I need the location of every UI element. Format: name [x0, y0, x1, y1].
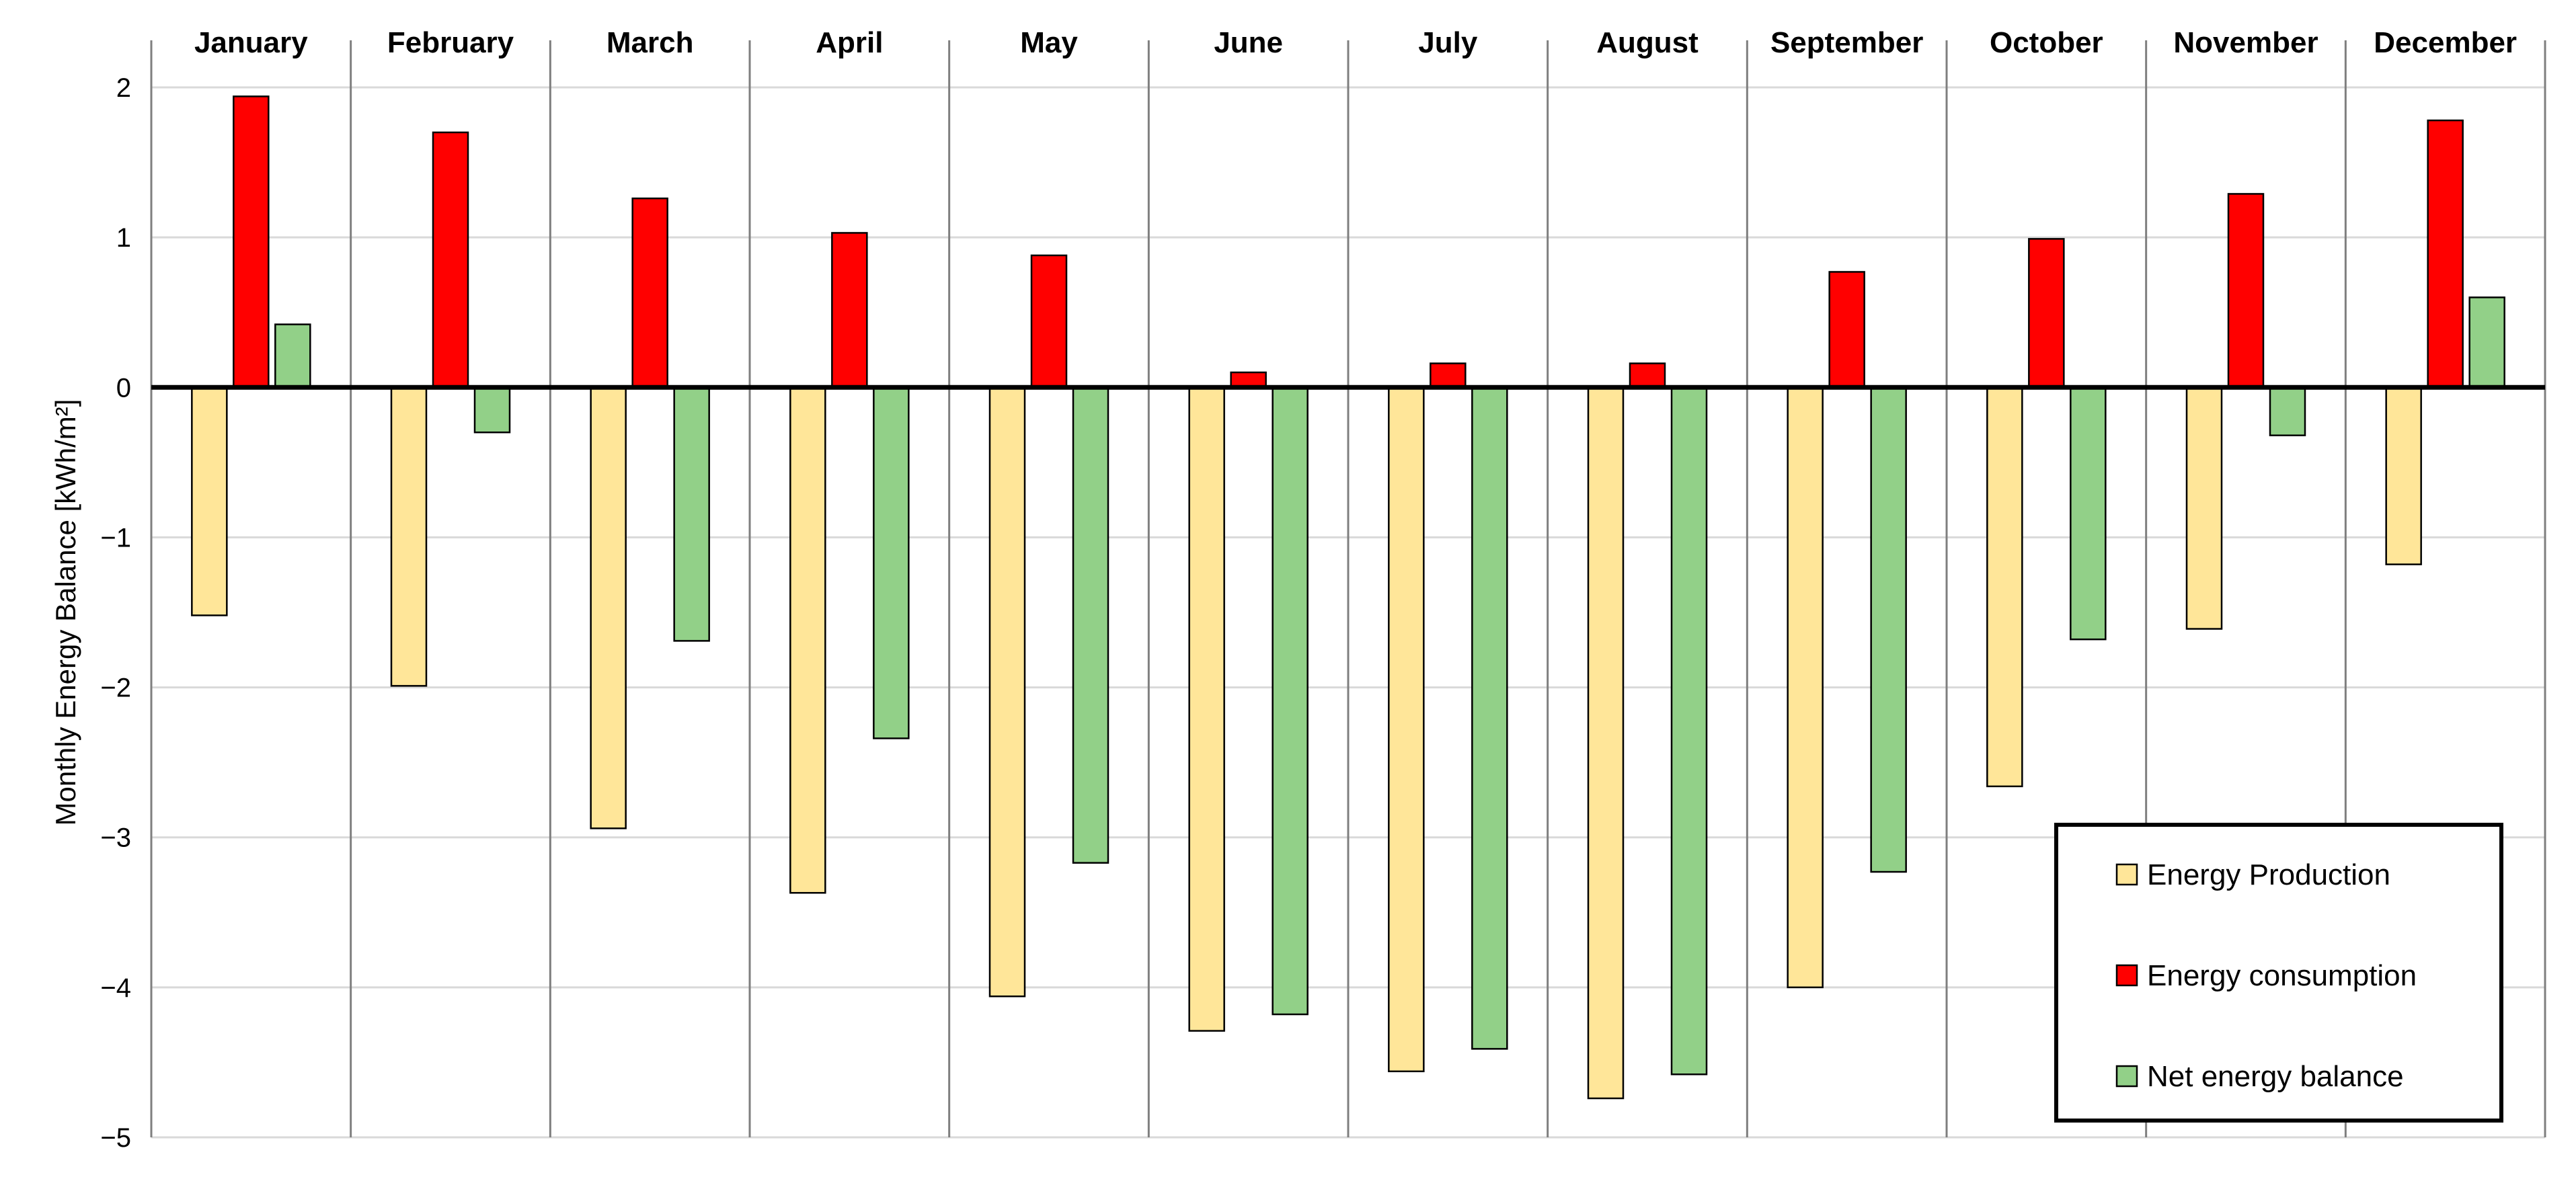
bar-energy-consumption-october: [2028, 238, 2065, 389]
y-tick-label-3: −1: [100, 523, 131, 553]
bar-energy-consumption-march: [631, 197, 668, 389]
month-label-april: April: [816, 26, 883, 59]
bar-energy-consumption-may: [1030, 254, 1068, 389]
bar-net-energy-balance-october: [2070, 387, 2107, 641]
month-label-september: September: [1770, 26, 1923, 59]
bar-energy-production-june: [1188, 387, 1225, 1032]
bar-energy-consumption-august: [1629, 362, 1666, 389]
y-tick-label-2: 0: [116, 373, 131, 403]
y-tick-label-1: 1: [116, 223, 131, 253]
month-label-may: May: [1020, 26, 1078, 59]
y-axis-title: Monthly Energy Balance [kWh/m²]: [50, 399, 81, 826]
y-tick-label-7: −5: [100, 1123, 131, 1153]
bar-energy-production-july: [1388, 387, 1425, 1073]
legend-label-0: Energy Production: [2147, 858, 2390, 891]
bar-energy-production-may: [988, 387, 1026, 998]
bar-energy-production-november: [2185, 387, 2223, 630]
bar-net-energy-balance-january: [274, 323, 311, 389]
month-label-june: June: [1214, 26, 1283, 59]
legend-swatch-2: [2115, 1065, 2138, 1088]
month-label-december: December: [2374, 26, 2517, 59]
bar-energy-consumption-july: [1430, 362, 1467, 389]
legend-label-2: Net energy balance: [2147, 1060, 2404, 1093]
bar-net-energy-balance-august: [1670, 387, 1708, 1075]
y-tick-label-4: −2: [100, 674, 131, 703]
bar-net-energy-balance-july: [1471, 387, 1508, 1050]
bar-net-energy-balance-june: [1272, 387, 1309, 1016]
bar-energy-production-august: [1587, 387, 1625, 1100]
bar-net-energy-balance-december: [2468, 296, 2505, 389]
y-tick-label-6: −4: [100, 973, 131, 1003]
month-label-february: February: [387, 26, 514, 59]
month-label-november: November: [2173, 26, 2318, 59]
bar-net-energy-balance-april: [873, 387, 910, 739]
legend-swatch-1: [2115, 964, 2138, 987]
bar-energy-consumption-september: [1828, 271, 1865, 389]
bar-energy-production-march: [590, 387, 627, 829]
month-label-october: October: [1990, 26, 2103, 59]
y-tick-label-5: −3: [100, 823, 131, 853]
bar-energy-production-april: [789, 387, 826, 894]
legend-label-1: Energy consumption: [2147, 959, 2417, 992]
bar-energy-production-september: [1787, 387, 1824, 989]
month-label-march: March: [607, 26, 694, 59]
month-label-january: January: [194, 26, 308, 59]
bar-energy-consumption-december: [2427, 119, 2464, 389]
bar-energy-consumption-february: [432, 131, 469, 389]
bar-energy-production-january: [191, 387, 228, 616]
month-label-august: August: [1596, 26, 1699, 59]
bar-net-energy-balance-march: [673, 387, 710, 642]
bar-energy-consumption-january: [233, 95, 270, 389]
bar-net-energy-balance-september: [1870, 387, 1907, 873]
bar-energy-production-february: [390, 387, 428, 687]
legend-swatch-0: [2115, 863, 2138, 886]
bar-energy-consumption-november: [2227, 193, 2265, 389]
bar-net-energy-balance-may: [1072, 387, 1109, 864]
bar-energy-production-october: [1986, 387, 2023, 788]
y-tick-label-0: 2: [116, 73, 131, 103]
bar-net-energy-balance-february: [473, 387, 511, 434]
bar-energy-production-december: [2385, 387, 2422, 565]
bar-net-energy-balance-november: [2269, 387, 2306, 436]
month-label-july: July: [1418, 26, 1478, 59]
bar-energy-consumption-april: [831, 232, 868, 389]
